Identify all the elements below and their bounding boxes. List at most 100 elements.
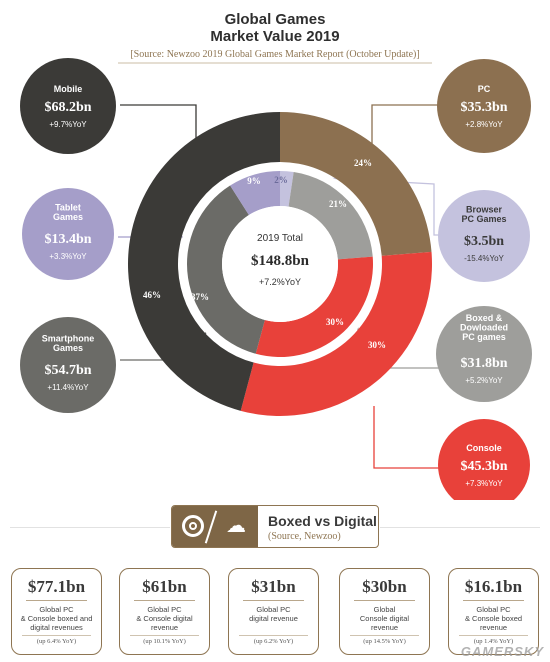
card-description: Global PC & Console boxed and digital re… [20, 605, 93, 632]
outer-label-pc: 24% [354, 158, 372, 168]
bubble-boxed-value: $31.8bn [460, 356, 507, 371]
bubble-console-yoy: +7.3%YoY [465, 479, 503, 488]
total-label: 2019 Total [257, 233, 303, 244]
bubble-boxed-yoy: +5.2%YoY [465, 376, 503, 385]
outer-slice-pc [280, 112, 432, 256]
watermark: GAMERSKY [460, 644, 544, 659]
stat-card-pc-console-digital: $61bn Global PC & Console digital revenu… [119, 568, 210, 655]
card-description: Global PC digital revenue [249, 605, 298, 623]
stat-card-pc-digital: $31bn Global PC digital revenue (up 6.2%… [228, 568, 319, 655]
cloud-download-icon: ☁ [226, 515, 246, 537]
inner-label-console: 30% [326, 317, 344, 327]
card-yoy: (up 6.2% YoY) [239, 635, 308, 648]
bubble-browser-title: Browser [466, 205, 503, 215]
bubble-tablet-title: Tablet [55, 203, 81, 213]
card-description: Global PC & Console boxed revenue [464, 605, 523, 632]
bubble-console-title: Console [466, 443, 502, 453]
card-description: Global Console digital revenue [359, 605, 410, 632]
title-line-2: Market Value 2019 [210, 28, 339, 45]
bubble-mobile-title: Mobile [54, 84, 83, 94]
bubble-console-value: $45.3bn [460, 459, 507, 474]
outer-slice-console [240, 251, 432, 417]
bubble-pc-yoy: +2.8%YoY [465, 120, 503, 129]
card-yoy: (up 1.4% YoY) [459, 635, 528, 648]
bubble-console-disc [438, 419, 530, 500]
section-divider-right [380, 527, 540, 528]
market-value-chart: Global Games Market Value 2019 [Source: … [20, 11, 532, 500]
banner-icon-panel: ☁ [172, 506, 258, 547]
card-separator [134, 600, 195, 601]
card-separator [243, 600, 304, 601]
boxed-vs-digital-title: Boxed vs Digital [268, 513, 377, 529]
card-yoy: (up 6.4% YoY) [22, 635, 91, 648]
bubble-mobile-value: $68.2bn [44, 100, 91, 115]
source-note: [Source: Newzoo 2019 Global Games Market… [130, 49, 419, 60]
inner-slice-tablet [230, 171, 280, 216]
bubble-smartphone-title: Smartphone [42, 334, 95, 344]
card-description: Global PC & Console digital revenue [136, 605, 193, 632]
total-yoy: +7.2%YoY [259, 277, 301, 287]
card-separator [354, 600, 415, 601]
total-value: $148.8bn [251, 253, 310, 269]
card-separator [26, 600, 87, 601]
bubble-browser-disc [438, 190, 530, 282]
boxed-vs-digital-source: (Source, Newzoo) [268, 531, 341, 542]
bubble-tablet-disc [22, 188, 114, 280]
card-yoy: (up 14.5% YoY) [350, 635, 419, 648]
outer-slice-mobile [127, 112, 280, 411]
bubble-boxed-title: PC games [462, 332, 506, 342]
center-disc [222, 206, 338, 322]
stat-card-console-digital: $30bn Global Console digital revenue (up… [339, 568, 430, 655]
bubble-boxed-disc [436, 306, 532, 402]
inner-slice-console [255, 256, 373, 357]
stat-card-pc-console-boxed: $16.1bn Global PC & Console boxed revenu… [448, 568, 539, 655]
bubble-pc: PC $35.3bn +2.8%YoY [437, 59, 531, 153]
inner-label-boxed-downloaded: 21% [329, 199, 347, 209]
bubble-mobile: Mobile $68.2bn +9.7%YoY [20, 58, 116, 154]
card-yoy: (up 10.1% YoY) [130, 635, 199, 648]
inner-slice-smartphone [186, 185, 265, 354]
card-separator [463, 600, 524, 601]
inner-label-browser: 2% [274, 175, 288, 185]
inner-slice-browser [280, 171, 294, 207]
bubble-smartphone-yoy: +11.4%YoY [47, 383, 89, 392]
inner-slice-boxed-downloaded [288, 172, 373, 260]
bubble-pc-value: $35.3bn [460, 100, 507, 115]
outer-label-console: 30% [368, 340, 386, 350]
bubble-boxed-title: Boxed & [466, 313, 503, 323]
slash-divider [204, 510, 218, 544]
connector-console [373, 406, 440, 469]
section-divider-left [10, 527, 170, 528]
outer-label-mobile: 46% [143, 290, 161, 300]
card-value: $30bn [362, 577, 407, 596]
bubble-browser-value: $3.5bn [464, 234, 504, 249]
inner-label-tablet: 9% [247, 176, 261, 186]
bubble-smartphone-value: $54.7bn [44, 363, 91, 378]
disc-icon [182, 515, 204, 537]
bubble-console: Console $45.3bn +7.3%YoY [438, 419, 530, 500]
card-value: $16.1bn [464, 577, 523, 596]
card-value: $31bn [251, 577, 296, 596]
bubble-tablet-title: Games [53, 212, 83, 222]
bubble-smartphone-disc [20, 317, 116, 413]
bubble-tablet-yoy: +3.3%YoY [49, 252, 87, 261]
boxed-vs-digital-banner: ☁ Boxed vs Digital (Source, Newzoo) [171, 505, 379, 548]
bubble-mobile-yoy: +9.7%YoY [49, 120, 87, 129]
bubble-tablet-value: $13.4bn [44, 232, 91, 247]
bubble-smartphone-title: Games [53, 343, 83, 353]
inner-label-smartphone: 37% [191, 292, 209, 302]
bubble-pc-title: PC [478, 84, 491, 94]
bubble-browser-yoy: -15.4%YoY [464, 254, 504, 263]
stat-card-pc-console-total: $77.1bn Global PC & Console boxed and di… [11, 568, 102, 655]
bubble-mobile-disc [20, 58, 116, 154]
title-line-1: Global Games [225, 11, 326, 28]
bubble-pc-disc [437, 59, 531, 153]
bubble-boxed-title: Dowloaded [460, 323, 508, 333]
card-value: $77.1bn [27, 577, 86, 596]
card-value: $61bn [142, 577, 187, 596]
bubble-browser-title: PC Games [461, 214, 506, 224]
